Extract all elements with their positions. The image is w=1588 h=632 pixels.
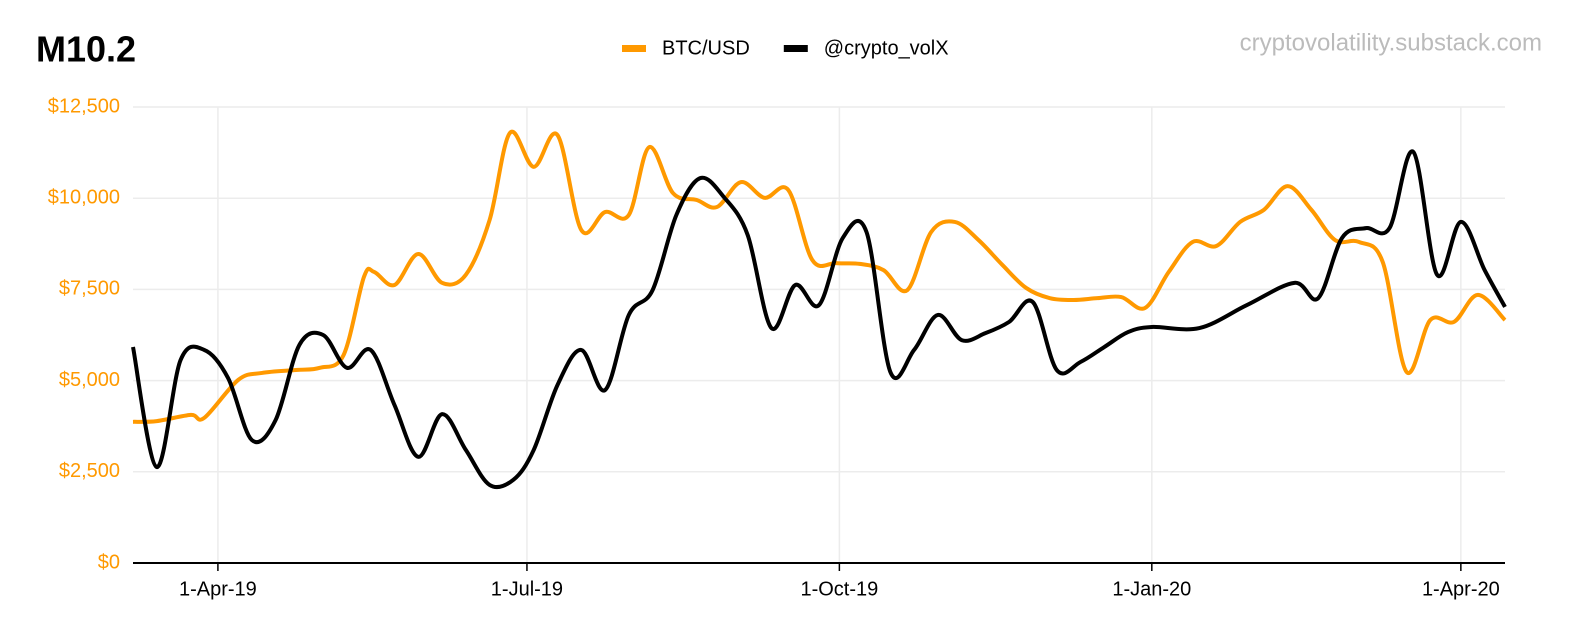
series-line bbox=[131, 149, 1507, 490]
y-tick-label: $10,000 bbox=[48, 186, 120, 208]
source-label: cryptovolatility.substack.com bbox=[1240, 29, 1542, 56]
legend-swatch bbox=[622, 45, 646, 52]
x-tick-label: 1-Jul-19 bbox=[491, 578, 563, 600]
legend-swatch bbox=[783, 45, 808, 52]
y-tick-label: $5,000 bbox=[59, 369, 120, 391]
series-line bbox=[132, 129, 1507, 424]
x-tick-label: 1-Oct-19 bbox=[800, 578, 878, 600]
x-tick-label: 1-Jan-20 bbox=[1112, 578, 1191, 600]
y-tick-label: $0 bbox=[98, 551, 120, 573]
legend-label: BTC/USD bbox=[662, 37, 750, 59]
y-tick-label: $2,500 bbox=[59, 460, 120, 482]
chart-title: M10.2 bbox=[36, 29, 136, 70]
x-tick-label: 1-Apr-20 bbox=[1422, 578, 1500, 600]
y-tick-label: $12,500 bbox=[48, 95, 120, 117]
legend-label: @crypto_volX bbox=[824, 37, 949, 59]
x-tick-label: 1-Apr-19 bbox=[179, 578, 257, 600]
y-tick-label: $7,500 bbox=[59, 278, 120, 300]
